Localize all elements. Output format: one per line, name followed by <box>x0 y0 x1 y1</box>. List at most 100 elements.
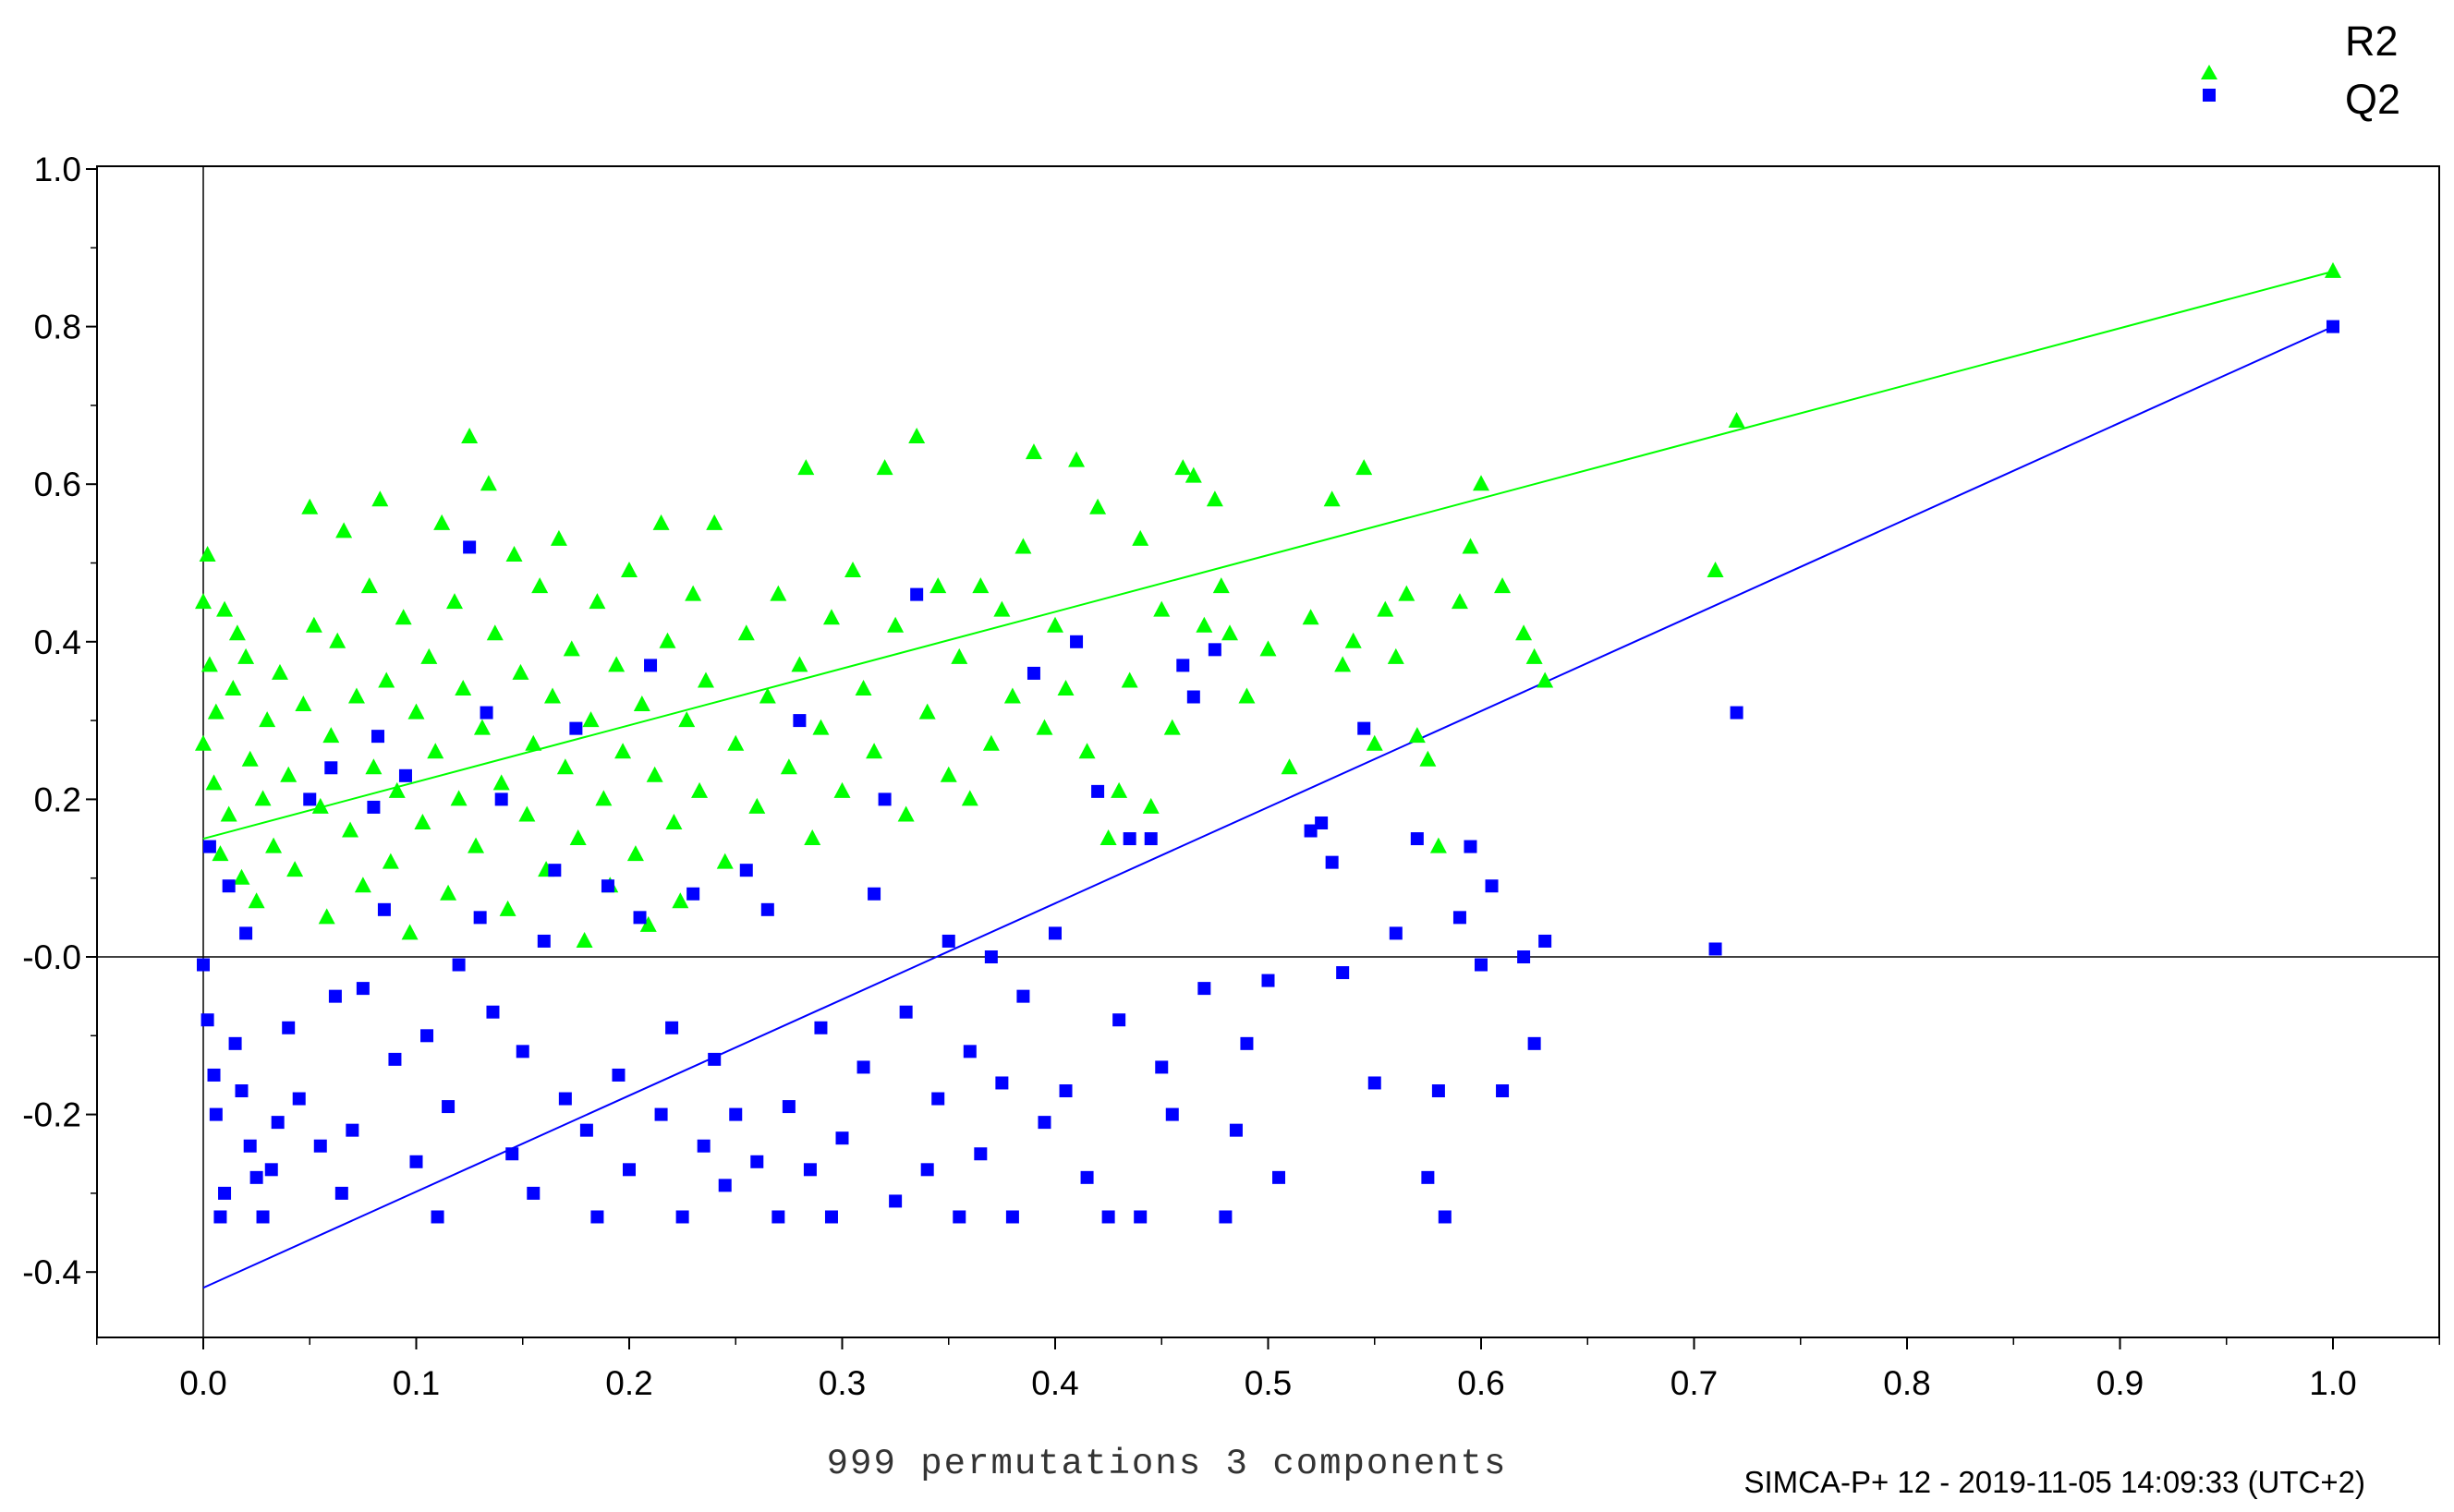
q2-data-point <box>590 1210 604 1224</box>
q2-data-point <box>1186 690 1200 704</box>
r2-data-point <box>200 656 218 672</box>
x-tick-label: 0.5 <box>1245 1364 1292 1402</box>
q2-data-point <box>207 1068 221 1082</box>
r2-data-point <box>1537 671 1554 688</box>
r2-data-point <box>1525 647 1543 664</box>
r2-data-point <box>1142 797 1160 814</box>
q2-data-point <box>209 1107 223 1121</box>
r2-data-point <box>691 781 709 798</box>
q2-data-point <box>920 1163 934 1177</box>
q2-data-point <box>239 926 253 940</box>
r2-data-point <box>770 585 787 601</box>
q2-data-point <box>835 1131 849 1145</box>
q2-data-point <box>1208 643 1221 657</box>
r2-data-point <box>582 711 600 728</box>
q2-data-point <box>633 911 647 925</box>
r2-data-point <box>1111 781 1128 798</box>
x-tick-label: 0.0 <box>179 1364 226 1402</box>
q2-data-point <box>1197 982 1211 996</box>
r2-data-point <box>207 703 225 720</box>
r2-data-point <box>1196 616 1213 633</box>
q2-data-point <box>984 950 998 963</box>
r2-data-point <box>1206 490 1223 507</box>
q2-data-point <box>1165 1107 1179 1121</box>
legend-q2-square-icon <box>2203 89 2216 102</box>
q2-series-points <box>197 320 2339 1224</box>
r2-data-point <box>1398 585 1415 601</box>
q2-data-point <box>1049 926 1062 940</box>
x-tick-label: 0.3 <box>819 1364 866 1402</box>
q2-data-point <box>623 1163 636 1177</box>
q2-data-point <box>1304 824 1318 838</box>
r2-data-point <box>265 837 283 853</box>
r2-data-point <box>866 743 883 759</box>
r2-data-point <box>378 671 395 688</box>
r2-data-point <box>626 845 644 862</box>
r2-data-point <box>461 428 479 444</box>
q2-data-point <box>1336 966 1350 980</box>
r2-data-point <box>685 585 702 601</box>
r2-data-point <box>1387 647 1404 664</box>
q2-data-point <box>271 1116 285 1130</box>
q2-data-point <box>1421 1170 1435 1184</box>
r2-data-point <box>1132 529 1149 546</box>
r2-data-point <box>414 813 431 829</box>
q2-data-point <box>264 1163 278 1177</box>
q2-data-point <box>1155 1060 1169 1074</box>
r2-data-point <box>659 632 676 648</box>
q2-data-point <box>793 714 807 728</box>
r2-data-point <box>305 616 322 633</box>
x-axis-title: 999 permutations 3 components <box>827 1444 1508 1484</box>
r2-data-point <box>887 616 905 633</box>
r2-data-point <box>918 703 936 720</box>
q2-data-point <box>494 792 508 806</box>
r2-data-point <box>205 774 223 791</box>
q2-data-point <box>486 1005 500 1019</box>
r2-data-point <box>855 679 872 696</box>
r2-data-point <box>1366 734 1383 751</box>
r2-data-point <box>822 609 840 625</box>
r2-data-point <box>233 868 250 885</box>
r2-data-point <box>525 734 542 751</box>
y-tick-label: -0.2 <box>22 1096 81 1134</box>
r2-data-point <box>371 490 389 507</box>
q2-data-point <box>697 1139 711 1153</box>
q2-data-point <box>644 659 658 672</box>
r2-data-point <box>1153 600 1171 617</box>
q2-data-point <box>213 1210 227 1224</box>
q2-data-point <box>974 1147 988 1161</box>
q2-data-point <box>1176 659 1190 672</box>
q2-data-point <box>558 1092 572 1106</box>
r2-data-point <box>295 696 312 712</box>
r2-data-point <box>427 743 444 759</box>
q2-data-point <box>771 1210 785 1224</box>
legend-r2-triangle-icon <box>2201 65 2217 79</box>
x-tick-label: 0.4 <box>1031 1364 1078 1402</box>
q2-data-point <box>1016 989 1030 1003</box>
r2-data-point <box>1099 829 1117 846</box>
r2-data-point <box>450 790 468 806</box>
r2-data-point <box>614 743 632 759</box>
r2-series-points <box>195 261 2341 948</box>
q2-data-point <box>1027 666 1040 680</box>
q2-data-point <box>1219 1210 1233 1224</box>
r2-data-point <box>1014 538 1032 554</box>
q2-data-point <box>1438 1210 1452 1224</box>
q2-data-point <box>537 934 551 948</box>
q2-data-point <box>2326 320 2339 333</box>
r2-regression-line <box>202 270 2334 841</box>
r2-data-point <box>780 758 797 775</box>
q2-data-point <box>995 1076 1009 1090</box>
r2-data-point <box>908 428 926 444</box>
r2-data-point <box>254 790 272 806</box>
q2-data-point <box>356 982 370 996</box>
r2-data-point <box>1221 624 1239 641</box>
q2-data-point <box>953 1210 966 1224</box>
q2-data-point <box>516 1045 529 1058</box>
y-tick-label: -0.0 <box>22 938 81 976</box>
r2-data-point <box>195 734 212 751</box>
r2-data-point <box>259 711 276 728</box>
q2-data-point <box>1730 706 1743 720</box>
r2-data-point <box>550 529 567 546</box>
r2-data-point <box>505 545 523 562</box>
